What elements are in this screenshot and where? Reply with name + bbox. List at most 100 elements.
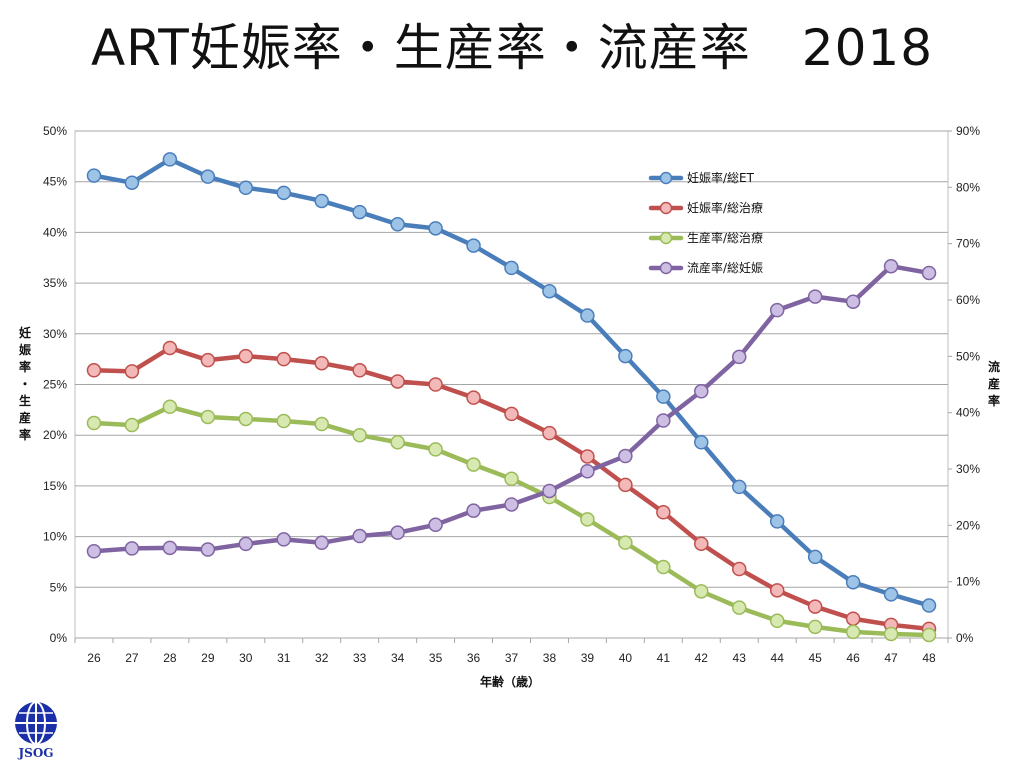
data-point bbox=[238, 411, 254, 427]
data-point bbox=[124, 175, 140, 190]
data-point bbox=[542, 425, 557, 441]
data-point bbox=[124, 364, 140, 379]
data-point bbox=[200, 542, 216, 557]
data-point bbox=[428, 221, 443, 236]
data-point bbox=[883, 258, 899, 274]
data-point bbox=[845, 574, 861, 590]
data-point bbox=[86, 543, 102, 559]
series-line bbox=[91, 345, 932, 632]
data-point bbox=[731, 479, 747, 495]
jsog-globe-icon bbox=[15, 701, 57, 745]
data-point bbox=[124, 541, 140, 556]
data-point bbox=[883, 587, 899, 602]
data-point bbox=[162, 540, 178, 556]
data-point bbox=[845, 611, 861, 626]
x-tick-label: 39 bbox=[581, 651, 595, 665]
jsog-logo: JSOG bbox=[8, 700, 64, 762]
data-point bbox=[276, 413, 292, 429]
data-point bbox=[542, 283, 557, 299]
right-tick-label: 20% bbox=[956, 518, 980, 532]
data-point bbox=[390, 374, 405, 389]
right-tick-label: 90% bbox=[956, 124, 980, 138]
data-point bbox=[276, 185, 292, 201]
x-tick-label: 36 bbox=[467, 651, 481, 665]
data-point bbox=[428, 517, 443, 533]
data-point bbox=[504, 471, 519, 487]
data-point bbox=[694, 536, 709, 551]
data-point bbox=[921, 265, 937, 281]
data-point bbox=[352, 204, 367, 220]
legend-label: 妊娠率/総治療 bbox=[687, 200, 763, 215]
data-point bbox=[769, 514, 785, 529]
data-point bbox=[883, 626, 899, 642]
axis-title-char: 生 bbox=[19, 393, 31, 408]
right-tick-label: 50% bbox=[956, 349, 980, 363]
data-point bbox=[124, 417, 140, 433]
data-point bbox=[694, 435, 709, 450]
chart-series bbox=[86, 152, 937, 643]
right-tick-label: 40% bbox=[956, 406, 980, 420]
axis-title-char: 娠 bbox=[19, 342, 32, 357]
data-point bbox=[921, 627, 937, 643]
data-point bbox=[314, 355, 329, 371]
left-tick-label: 50% bbox=[43, 124, 67, 138]
right-tick-label: 0% bbox=[956, 631, 974, 645]
legend-label: 流産率/総妊娠 bbox=[687, 260, 763, 275]
legend-marker bbox=[659, 201, 673, 215]
data-point bbox=[845, 294, 861, 309]
data-point bbox=[504, 406, 519, 422]
legend-marker bbox=[659, 231, 673, 245]
x-axis-ticks: 26 27 28 29 30 31 32 33 34 35 36 37 38 39 40 41 42 43 44 45… bbox=[74, 638, 949, 665]
data-point bbox=[238, 348, 254, 364]
x-tick-label: 45 bbox=[808, 651, 822, 665]
x-tick-label: 43 bbox=[733, 651, 747, 665]
x-tick-label: 40 bbox=[619, 651, 633, 665]
legend-item: 妊娠率/総ET bbox=[648, 170, 755, 185]
data-point bbox=[769, 302, 785, 318]
data-point bbox=[504, 497, 519, 512]
data-point bbox=[238, 180, 254, 196]
legend-item: 生産率/総治療 bbox=[648, 230, 763, 245]
left-tick-label: 5% bbox=[50, 580, 68, 594]
data-point bbox=[807, 289, 823, 304]
left-tick-label: 45% bbox=[43, 175, 67, 189]
right-tick-label: 70% bbox=[956, 237, 980, 251]
series-3 bbox=[86, 258, 937, 559]
left-axis-title: 妊娠率・生産率 bbox=[19, 325, 32, 442]
x-tick-label: 29 bbox=[201, 651, 215, 665]
axis-title-char: 産 bbox=[19, 410, 31, 425]
series-1 bbox=[86, 340, 937, 637]
data-point bbox=[428, 377, 443, 392]
data-point bbox=[694, 584, 709, 599]
x-tick-label: 34 bbox=[391, 651, 405, 665]
data-point bbox=[618, 477, 633, 493]
data-point bbox=[580, 308, 595, 323]
left-tick-label: 40% bbox=[43, 225, 67, 239]
right-tick-label: 10% bbox=[956, 575, 980, 589]
data-point bbox=[162, 152, 178, 167]
data-point bbox=[731, 349, 747, 365]
x-tick-label: 42 bbox=[695, 651, 709, 665]
right-axis-title: 流産率 bbox=[988, 359, 1000, 408]
x-tick-label: 44 bbox=[771, 651, 785, 665]
legend-marker bbox=[659, 171, 673, 185]
axis-title-char: 率 bbox=[19, 359, 31, 374]
data-point bbox=[314, 416, 329, 432]
data-point bbox=[656, 413, 671, 428]
left-tick-label: 10% bbox=[43, 530, 67, 544]
x-tick-label: 38 bbox=[543, 651, 557, 665]
axis-title-char: 率 bbox=[19, 427, 31, 442]
data-point bbox=[845, 624, 861, 640]
data-point bbox=[731, 600, 747, 615]
data-point bbox=[466, 390, 481, 405]
left-tick-label: 15% bbox=[43, 479, 67, 493]
right-tick-label: 30% bbox=[956, 462, 980, 476]
x-tick-label: 46 bbox=[846, 651, 860, 665]
data-point bbox=[807, 619, 823, 635]
data-point bbox=[656, 505, 671, 520]
right-tick-label: 60% bbox=[956, 293, 980, 307]
data-point bbox=[504, 260, 519, 276]
x-tick-label: 27 bbox=[125, 651, 139, 665]
data-point bbox=[314, 193, 329, 209]
